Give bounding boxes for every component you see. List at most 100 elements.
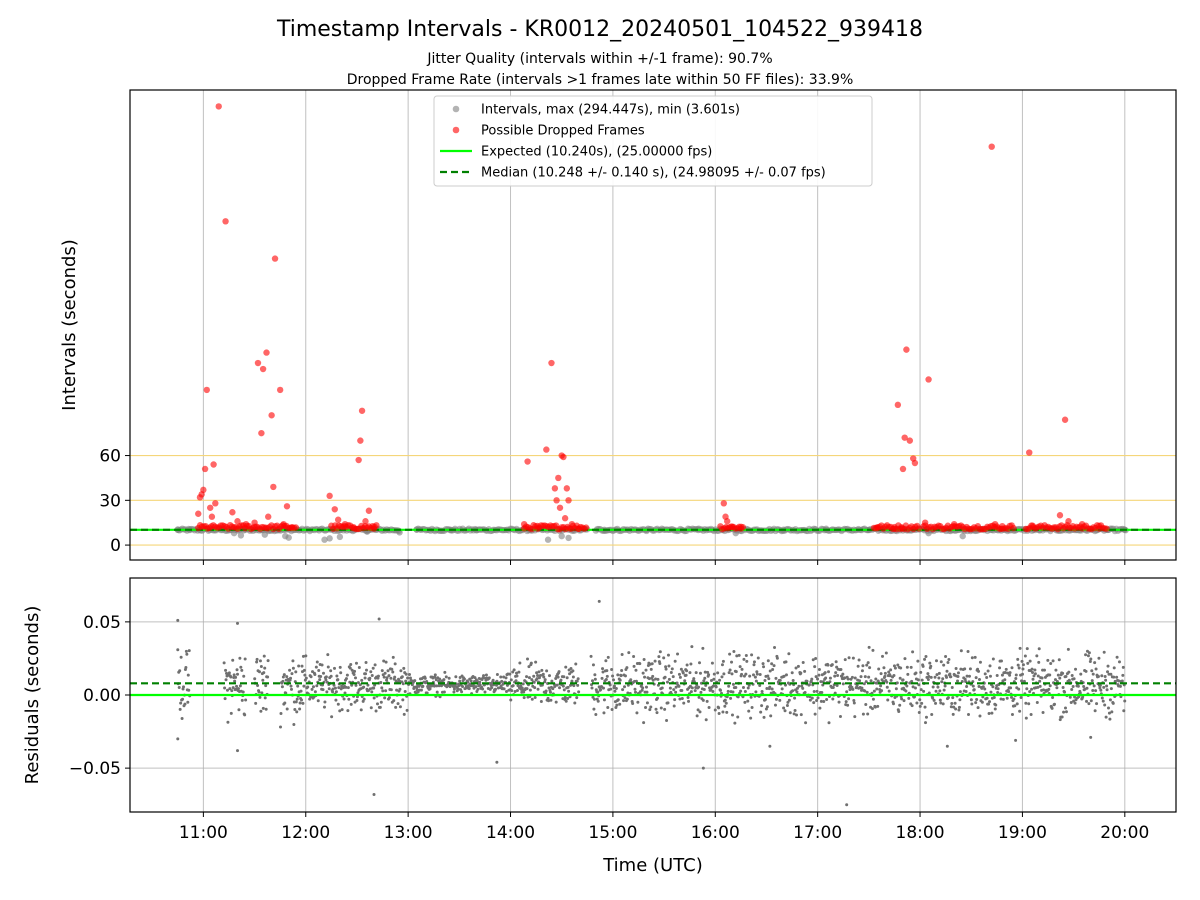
residual-point — [1021, 663, 1025, 667]
residual-point — [350, 668, 354, 672]
dropped-frame-point — [210, 461, 217, 468]
residual-point — [1014, 676, 1018, 680]
residual-point — [959, 649, 963, 653]
residual-point — [336, 702, 340, 706]
residual-point — [398, 687, 402, 691]
residual-point — [364, 660, 368, 664]
residual-point — [690, 645, 694, 649]
residual-point — [664, 665, 668, 669]
residual-point — [746, 686, 750, 690]
residual-point — [790, 671, 794, 675]
interval-point — [321, 536, 328, 543]
residual-point — [1088, 660, 1092, 664]
residual-point — [727, 684, 731, 688]
residual-point — [259, 709, 263, 713]
residual-point — [831, 685, 835, 689]
residual-point — [1091, 672, 1095, 676]
residual-point — [321, 688, 325, 692]
residual-point — [730, 660, 734, 664]
dropped-frame-point — [551, 485, 559, 492]
residual-point — [913, 686, 917, 690]
residual-point — [223, 686, 227, 690]
residual-point — [864, 703, 868, 707]
residual-point — [916, 678, 920, 682]
residuals-x-ticks: 11:00 12:00 13:00 14:00 15:00 16:00 17:00 18:00… — [179, 812, 1149, 843]
residual-point — [887, 689, 891, 693]
residual-point — [720, 675, 724, 679]
residual-point — [679, 667, 683, 671]
dropped-frame-point — [350, 523, 357, 531]
residual-point — [1062, 710, 1066, 714]
residual-point — [404, 679, 408, 683]
residual-point — [670, 667, 674, 671]
residual-point — [452, 687, 456, 691]
residuals-y-tick-label: −0.05 — [69, 759, 121, 779]
residual-point — [255, 657, 259, 661]
residual-point — [940, 680, 944, 684]
residual-point — [1058, 676, 1062, 680]
residual-point — [1040, 676, 1044, 680]
residual-point — [577, 690, 581, 694]
residual-point — [352, 672, 356, 676]
residual-point — [516, 684, 520, 688]
residual-point — [309, 675, 313, 679]
residual-point — [333, 686, 337, 690]
residual-point — [1010, 666, 1014, 670]
residual-point — [926, 678, 930, 682]
residual-point — [1112, 675, 1116, 679]
residual-point — [656, 683, 660, 687]
residual-point — [875, 687, 879, 691]
residual-point — [311, 670, 315, 674]
residual-point — [965, 684, 969, 688]
residual-point — [282, 673, 286, 677]
residual-point — [423, 676, 427, 680]
residual-point — [994, 703, 998, 707]
residual-point — [1016, 663, 1020, 667]
dropped-frame-point — [998, 525, 1006, 532]
residual-point — [805, 679, 809, 683]
residual-point — [753, 675, 757, 679]
residual-point — [349, 662, 353, 666]
residual-point — [1061, 671, 1065, 675]
residual-point — [754, 679, 758, 683]
residual-point — [841, 672, 845, 676]
residual-point — [1123, 699, 1127, 703]
residual-point — [923, 657, 927, 661]
residual-point — [452, 690, 456, 694]
residual-point — [344, 677, 348, 681]
x-tick-label: 14:00 — [486, 823, 535, 843]
residual-point — [931, 685, 935, 689]
residual-point — [1042, 688, 1046, 692]
residual-point — [638, 662, 642, 666]
residual-point — [1118, 684, 1122, 688]
residual-point — [389, 688, 393, 692]
residual-point — [632, 664, 636, 668]
residual-point — [294, 700, 298, 704]
legend-marker-dropped — [452, 126, 460, 134]
residual-point — [874, 677, 878, 681]
residual-point — [279, 725, 283, 729]
residual-point — [1105, 688, 1109, 692]
residual-point — [576, 683, 580, 687]
residual-point — [954, 707, 958, 711]
residual-point — [289, 684, 293, 688]
residual-point — [820, 690, 824, 694]
residual-point — [596, 690, 600, 694]
residual-point — [647, 677, 651, 681]
residual-point — [698, 661, 702, 665]
residual-point — [707, 673, 711, 677]
residual-point — [634, 679, 638, 683]
residual-point — [620, 652, 624, 656]
residual-point — [346, 686, 350, 690]
residual-point — [239, 665, 243, 669]
residual-point — [266, 659, 270, 663]
residual-point — [985, 676, 989, 680]
residual-point — [342, 697, 346, 701]
residual-point — [888, 674, 892, 678]
residual-point — [871, 648, 875, 652]
residual-point — [927, 675, 931, 679]
dropped-frame-point — [991, 520, 999, 528]
residual-point — [819, 680, 823, 684]
residual-point — [817, 667, 821, 671]
residual-point — [721, 659, 725, 663]
